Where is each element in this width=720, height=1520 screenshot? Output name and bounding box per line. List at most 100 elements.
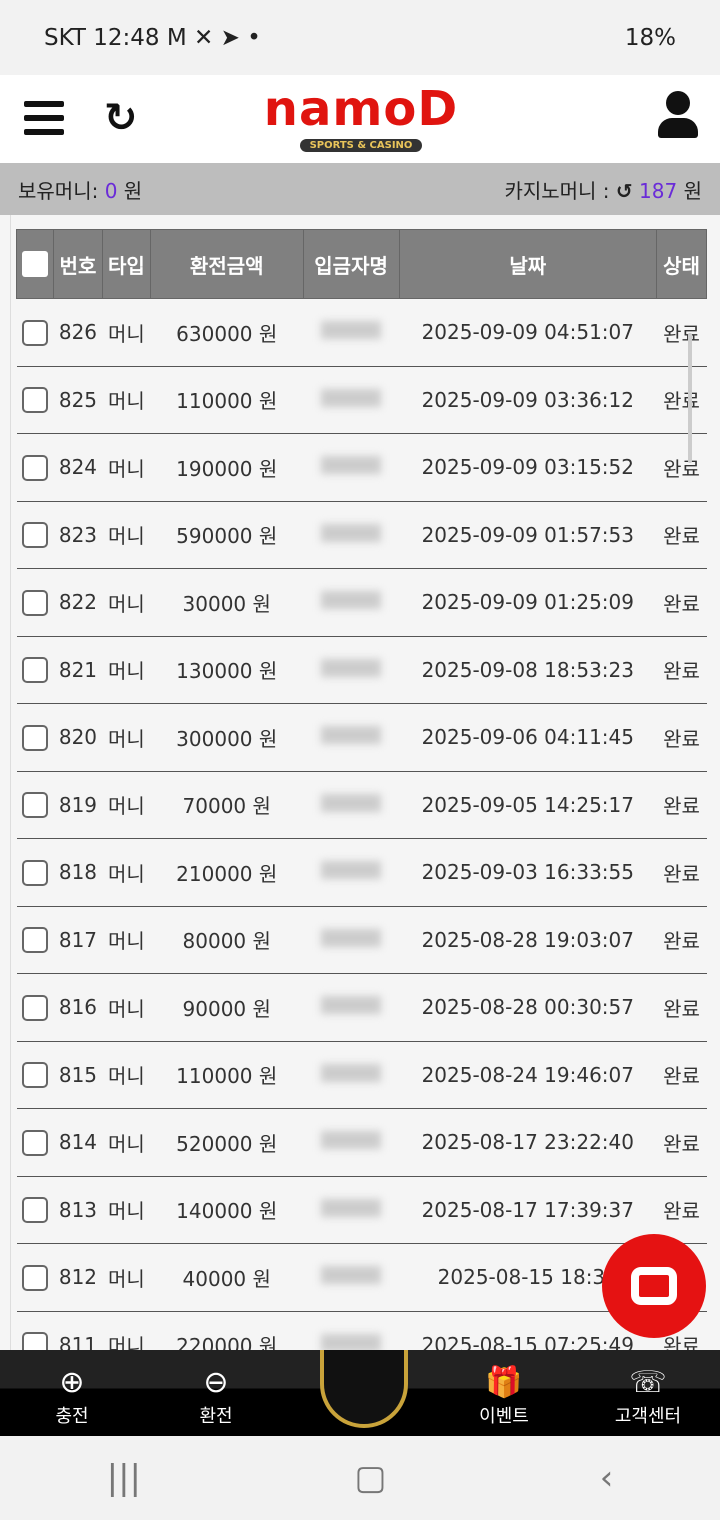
row-depositor — [303, 973, 400, 1042]
row-checkbox[interactable] — [21, 927, 48, 953]
row-amount: 130000 원 — [150, 636, 304, 704]
row-amount: 300000 원 — [150, 703, 304, 772]
row-type: 머니 — [102, 433, 151, 502]
row-type: 머니 — [102, 1108, 151, 1177]
row-checkbox[interactable] — [21, 1264, 48, 1291]
row-status: 완료 — [656, 568, 707, 637]
table-row: 826 머니 630000 원 2025-09-09 04:51:07 완료 — [16, 298, 707, 367]
row-depositor — [303, 838, 400, 907]
row-no: 815 — [53, 1041, 103, 1109]
row-checkbox[interactable] — [21, 792, 48, 818]
row-checkbox[interactable] — [21, 1129, 48, 1156]
user-icon[interactable] — [658, 91, 698, 139]
row-date: 2025-08-17 23:22:40 — [399, 1108, 657, 1177]
logo[interactable]: namoD SPORTS & CASINO — [263, 81, 459, 152]
row-type: 머니 — [102, 703, 151, 772]
row-date: 2025-09-03 16:33:55 — [399, 838, 657, 907]
row-no: 821 — [53, 636, 103, 704]
table-row: 824 머니 190000 원 2025-09-09 03:15:52 완료 — [16, 433, 707, 502]
row-checkbox[interactable] — [21, 657, 48, 683]
table-row: 819 머니 70000 원 2025-09-05 14:25:17 완료 — [16, 771, 707, 839]
nav-label: 고객센터 — [614, 1406, 682, 1427]
withdraw-list: 번호 타입 환전금액 입금자명 날짜 상태 826 머니 630000 원 20… — [10, 215, 710, 1350]
table-row: 818 머니 210000 원 2025-09-03 16:33:55 완료 — [16, 838, 707, 907]
row-depositor — [303, 906, 400, 974]
table-row: 816 머니 90000 원 2025-08-28 00:30:57 완료 — [16, 973, 707, 1042]
row-checkbox[interactable] — [21, 522, 48, 548]
row-status: 완료 — [656, 906, 707, 974]
row-checkbox[interactable] — [21, 454, 48, 481]
row-checkbox[interactable] — [21, 724, 48, 751]
nav-item[interactable]: ☏ 고객센터 — [576, 1350, 720, 1436]
row-type: 머니 — [102, 366, 151, 434]
table-row: 820 머니 300000 원 2025-09-06 04:11:45 완료 — [16, 703, 707, 772]
row-checkbox[interactable] — [21, 387, 48, 413]
row-amount: 110000 원 — [150, 366, 304, 434]
holding-money: 보유머니: 0 원 — [18, 178, 143, 203]
back-icon[interactable]: ‹ — [599, 1458, 614, 1498]
row-no: 813 — [53, 1176, 103, 1244]
header-type: 타입 — [101, 229, 151, 299]
select-all-checkbox[interactable] — [21, 251, 48, 278]
row-checkbox[interactable] — [21, 589, 48, 616]
row-type: 머니 — [102, 1041, 151, 1109]
nav-item[interactable]: ⊕ 충전 — [0, 1350, 144, 1436]
home-icon[interactable]: ▢ — [354, 1458, 387, 1498]
row-checkbox[interactable] — [21, 319, 48, 346]
table-row: 817 머니 80000 원 2025-08-28 19:03:07 완료 — [16, 906, 707, 974]
row-no: 817 — [53, 906, 103, 974]
home-button[interactable] — [320, 1350, 408, 1428]
row-checkbox[interactable] — [21, 1197, 48, 1223]
row-date: 2025-08-28 19:03:07 — [399, 906, 657, 974]
row-checkbox[interactable] — [21, 994, 48, 1021]
row-no: 825 — [53, 366, 103, 434]
row-no: 818 — [53, 838, 103, 907]
row-depositor — [303, 1108, 400, 1177]
header-depositor: 입금자명 — [302, 229, 400, 299]
nav-item[interactable]: ⊖ 환전 — [144, 1350, 288, 1436]
chat-icon[interactable] — [602, 1234, 706, 1338]
row-type: 머니 — [102, 973, 151, 1042]
refresh-icon[interactable]: ↻ — [104, 95, 138, 141]
headset-icon: ☏ — [629, 1365, 667, 1400]
notification-icons: M ✕ ➤ • — [166, 24, 261, 51]
row-no: 814 — [53, 1108, 103, 1177]
row-status: 완료 — [656, 366, 707, 434]
row-checkbox[interactable] — [21, 1062, 48, 1088]
row-amount: 630000 원 — [150, 298, 304, 367]
row-status: 완료 — [656, 703, 707, 772]
row-status: 완료 — [656, 1041, 707, 1109]
row-no: 812 — [53, 1243, 103, 1312]
clock: 12:48 — [93, 24, 160, 51]
row-amount: 30000 원 — [150, 568, 304, 637]
table-row: 825 머니 110000 원 2025-09-09 03:36:12 완료 — [16, 366, 707, 434]
recents-icon[interactable]: ||| — [106, 1458, 142, 1498]
nav-item[interactable]: 🎁 이벤트 — [432, 1350, 576, 1436]
row-checkbox[interactable] — [21, 859, 48, 886]
row-depositor — [303, 568, 400, 637]
row-depositor — [303, 771, 400, 839]
row-type: 머니 — [102, 838, 151, 907]
scrollbar[interactable] — [688, 333, 692, 463]
hamburger-icon[interactable] — [24, 101, 64, 135]
row-no: 824 — [53, 433, 103, 502]
row-type: 머니 — [102, 771, 151, 839]
row-type: 머니 — [102, 1176, 151, 1244]
casino-refresh-icon[interactable]: ↺ — [615, 178, 633, 203]
table-row: 814 머니 520000 원 2025-08-17 23:22:40 완료 — [16, 1108, 707, 1177]
row-status: 완료 — [656, 838, 707, 907]
row-type: 머니 — [102, 906, 151, 974]
row-amount: 40000 원 — [150, 1243, 304, 1312]
row-type: 머니 — [102, 568, 151, 637]
row-status: 완료 — [656, 1108, 707, 1177]
row-amount: 590000 원 — [150, 501, 304, 569]
gift-icon: 🎁 — [485, 1365, 523, 1400]
app-header: ↻ namoD SPORTS & CASINO — [0, 75, 720, 163]
money-bar: 보유머니: 0 원 카지노머니 : ↺ 187 원 — [0, 163, 720, 215]
row-checkbox[interactable] — [21, 1332, 48, 1350]
row-depositor — [303, 1041, 400, 1109]
row-date: 2025-09-09 04:51:07 — [399, 298, 657, 367]
row-date: 2025-09-08 18:53:23 — [399, 636, 657, 704]
nav-label: 충전 — [55, 1406, 89, 1427]
withdraw-table: 번호 타입 환전금액 입금자명 날짜 상태 826 머니 630000 원 20… — [16, 229, 707, 1350]
